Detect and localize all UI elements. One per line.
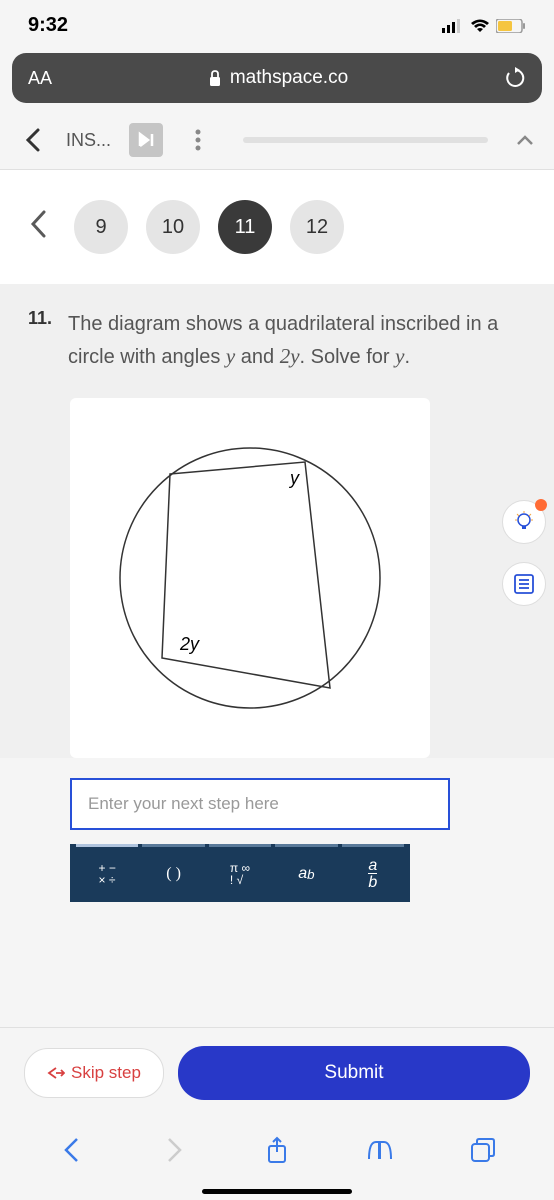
keypad-tab-1[interactable]: ( ): [142, 844, 204, 902]
answer-area: + −× ÷( )π ∞! √abab: [0, 778, 554, 902]
share-icon[interactable]: [261, 1134, 293, 1166]
question-pill-10[interactable]: 10: [146, 200, 200, 254]
status-indicators: [442, 19, 526, 33]
question-number: 11.: [28, 308, 52, 374]
lightbulb-icon: [512, 510, 536, 534]
keypad-tab-0[interactable]: + −× ÷: [76, 844, 138, 902]
safari-toolbar: [0, 1118, 554, 1200]
chevron-up-icon[interactable]: [516, 134, 534, 146]
question-pill-11[interactable]: 11: [218, 200, 272, 254]
question-pill-9[interactable]: 9: [74, 200, 128, 254]
reload-icon[interactable]: [504, 67, 526, 89]
submit-button[interactable]: Submit: [178, 1046, 530, 1100]
breadcrumb-text[interactable]: INS...: [66, 130, 111, 151]
skip-icon: [47, 1066, 65, 1080]
battery-icon: [496, 19, 526, 33]
url-display[interactable]: mathspace.co: [52, 67, 504, 89]
app-logo-icon[interactable]: [129, 123, 163, 157]
resource-button[interactable]: [502, 562, 546, 606]
lock-icon: [208, 70, 222, 86]
question-nav: 9 10 11 12: [0, 170, 554, 284]
question-content: 11. The diagram shows a quadrilateral in…: [0, 284, 554, 758]
keypad-tab-2[interactable]: π ∞! √: [209, 844, 271, 902]
prev-question-icon[interactable]: [30, 210, 56, 245]
answer-input[interactable]: [70, 778, 450, 830]
math-keypad: + −× ÷( )π ∞! √abab: [70, 844, 410, 902]
skip-button[interactable]: Skip step: [24, 1048, 164, 1098]
back-arrow-icon[interactable]: [20, 126, 48, 154]
svg-text:y: y: [288, 468, 300, 488]
url-text: mathspace.co: [230, 67, 348, 89]
app-header: INS...: [0, 111, 554, 170]
keypad-tab-4[interactable]: ab: [342, 844, 404, 902]
clock: 9:32: [28, 14, 68, 37]
more-options-icon[interactable]: [181, 123, 215, 157]
status-bar: 9:32: [0, 0, 554, 45]
tabs-icon[interactable]: [467, 1134, 499, 1166]
progress-bar: [243, 137, 488, 143]
side-tools: [502, 500, 546, 606]
text-size-control[interactable]: AA: [28, 68, 52, 89]
question-text: The diagram shows a quadrilateral inscri…: [68, 308, 526, 374]
svg-text:2y: 2y: [179, 634, 200, 654]
browser-forward-icon[interactable]: [158, 1134, 190, 1166]
wifi-icon: [470, 19, 490, 33]
question-pill-12[interactable]: 12: [290, 200, 344, 254]
bookmarks-icon[interactable]: [364, 1134, 396, 1166]
keypad-tab-3[interactable]: ab: [275, 844, 337, 902]
notification-dot: [535, 499, 547, 511]
geometry-diagram: y 2y: [90, 418, 410, 738]
address-bar[interactable]: AA mathspace.co: [12, 53, 542, 103]
skip-label: Skip step: [71, 1063, 141, 1083]
browser-back-icon[interactable]: [55, 1134, 87, 1166]
signal-icon: [442, 19, 464, 33]
hint-button[interactable]: [502, 500, 546, 544]
home-indicator[interactable]: [202, 1189, 352, 1194]
action-bar: Skip step Submit: [0, 1027, 554, 1118]
diagram-card: y 2y: [70, 398, 430, 758]
list-icon: [513, 573, 535, 595]
